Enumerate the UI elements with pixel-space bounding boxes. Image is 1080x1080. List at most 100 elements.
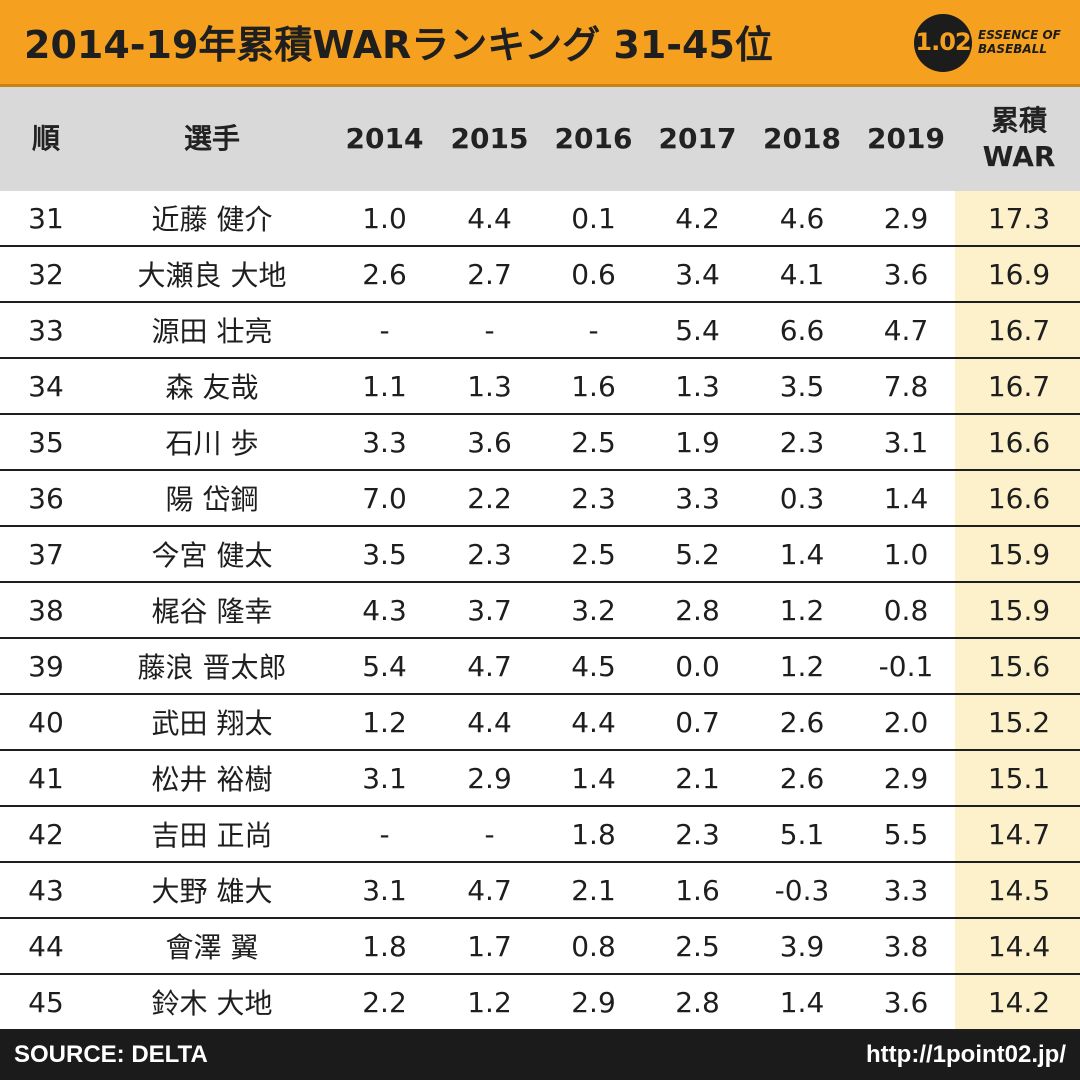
column-header-4: 2016 <box>554 122 633 155</box>
player-name-cell: 梶谷 隆幸 <box>151 595 273 628</box>
war-cell: 2.7 <box>467 257 512 291</box>
table-row: 31 近藤 健介 1.0 4.4 0.1 4.2 4.6 2.9 17.3 <box>0 191 1080 247</box>
rank-cell: 39 <box>28 649 64 683</box>
war-cell: 3.6 <box>883 257 929 291</box>
table-row: 34 森 友哉 1.1 1.3 1.6 1.3 3.5 7.8 16.7 <box>0 359 1080 415</box>
war-cell: 4.6 <box>779 201 825 235</box>
war-cell: 3.1 <box>883 425 929 459</box>
war-cell: 7.8 <box>883 369 929 403</box>
war-cell: 2.9 <box>571 985 616 1019</box>
war-cell: 1.4 <box>571 761 616 795</box>
war-cell: 4.7 <box>883 313 929 347</box>
war-cell: 1.9 <box>675 425 720 459</box>
war-cell: - <box>484 313 495 347</box>
rank-cell: 37 <box>28 537 64 571</box>
war-cell: 2.3 <box>675 817 720 851</box>
total-war-cell: 17.3 <box>987 201 1051 235</box>
column-header-5: 2017 <box>658 122 737 155</box>
war-cell: 1.7 <box>467 929 512 963</box>
rank-cell: 34 <box>28 369 64 403</box>
rank-cell: 35 <box>28 425 64 459</box>
player-name-cell: 武田 翔太 <box>151 707 273 740</box>
war-cell: 7.0 <box>362 481 407 515</box>
table-row: 45 鈴木 大地 2.2 1.2 2.9 2.8 1.4 3.6 14.2 <box>0 975 1080 1031</box>
war-cell: 2.5 <box>571 425 616 459</box>
rank-cell: 36 <box>28 481 64 515</box>
total-war-cell: 14.7 <box>987 817 1051 851</box>
logo: 1.02 ESSENCE OF BASEBALL <box>914 14 1064 74</box>
player-name-cell: 源田 壮亮 <box>151 315 273 348</box>
war-cell: 3.5 <box>779 369 825 403</box>
war-cell: - <box>484 817 495 851</box>
war-cell: 2.0 <box>883 705 929 739</box>
table-row: 42 吉田 正尚 - - 1.8 2.3 5.1 5.5 14.7 <box>0 807 1080 863</box>
total-war-cell: 16.9 <box>987 257 1051 291</box>
player-name-cell: 藤浪 晋太郎 <box>137 651 287 684</box>
rank-cell: 43 <box>28 873 64 907</box>
player-name-cell: 今宮 健太 <box>151 539 273 572</box>
player-name-cell: 松井 裕樹 <box>151 763 273 796</box>
war-column-highlight <box>955 191 1080 1031</box>
rank-cell: 32 <box>28 257 64 291</box>
war-cell: 2.9 <box>883 761 929 795</box>
war-cell: 2.6 <box>779 705 825 739</box>
war-cell: 2.2 <box>467 481 512 515</box>
war-cell: 3.8 <box>883 929 929 963</box>
war-cell: - <box>588 313 599 347</box>
player-name-cell: 森 友哉 <box>165 371 259 404</box>
rank-cell: 33 <box>28 313 64 347</box>
war-cell: 0.8 <box>571 929 616 963</box>
war-cell: 4.4 <box>467 705 512 739</box>
table-row: 36 陽 岱鋼 7.0 2.2 2.3 3.3 0.3 1.4 16.6 <box>0 471 1080 527</box>
war-cell: 3.3 <box>883 873 929 907</box>
war-cell: 3.6 <box>883 985 929 1019</box>
total-war-cell: 14.4 <box>987 929 1051 963</box>
war-cell: 2.5 <box>571 537 616 571</box>
table-row: 39 藤浪 晋太郎 5.4 4.7 4.5 0.0 1.2 -0.1 15.6 <box>0 639 1080 695</box>
war-cell: 0.8 <box>883 593 929 627</box>
total-war-cell: 15.6 <box>987 649 1051 683</box>
war-cell: 3.5 <box>362 537 407 571</box>
table-row: 38 梶谷 隆幸 4.3 3.7 3.2 2.8 1.2 0.8 15.9 <box>0 583 1080 639</box>
war-cell: 3.1 <box>362 761 407 795</box>
war-cell: 4.4 <box>467 201 512 235</box>
table-row: 33 源田 壮亮 - - - 5.4 6.6 4.7 16.7 <box>0 303 1080 359</box>
war-cell: 4.7 <box>467 649 512 683</box>
war-cell: 0.1 <box>571 201 616 235</box>
rank-cell: 45 <box>28 985 64 1019</box>
table-row: 43 大野 雄大 3.1 4.7 2.1 1.6 -0.3 3.3 14.5 <box>0 863 1080 919</box>
war-cell: 3.1 <box>362 873 407 907</box>
table-row: 41 松井 裕樹 3.1 2.9 1.4 2.1 2.6 2.9 15.1 <box>0 751 1080 807</box>
war-cell: 5.1 <box>779 817 825 851</box>
baseball-icon <box>914 14 972 72</box>
war-cell: 6.6 <box>779 313 825 347</box>
title-bar: 2014-19年累積WARランキング 31-45位 1.02 ESSENCE O… <box>0 0 1080 87</box>
rank-cell: 44 <box>28 929 64 963</box>
total-war-cell: 15.1 <box>987 761 1051 795</box>
total-war-cell: 16.6 <box>987 425 1051 459</box>
table-row: 37 今宮 健太 3.5 2.3 2.5 5.2 1.4 1.0 15.9 <box>0 527 1080 583</box>
war-cell: 3.3 <box>675 481 720 515</box>
war-cell: 3.3 <box>362 425 407 459</box>
column-header-7: 2019 <box>867 122 945 155</box>
war-cell: 2.1 <box>571 873 616 907</box>
war-cell: 2.3 <box>779 425 825 459</box>
war-cell: 2.3 <box>467 537 512 571</box>
player-name-cell: 大瀬良 大地 <box>137 259 287 292</box>
war-cell: 0.7 <box>675 705 720 739</box>
player-name-cell: 吉田 正尚 <box>151 819 273 852</box>
total-war-cell: 15.9 <box>987 537 1051 571</box>
column-header-6: 2018 <box>763 122 841 155</box>
rank-cell: 38 <box>28 593 64 627</box>
total-war-cell: 16.6 <box>987 481 1051 515</box>
war-cell: 3.4 <box>675 257 720 291</box>
war-cell: 1.2 <box>362 705 407 739</box>
logo-line-2: BASEBALL <box>978 42 1047 56</box>
war-cell: 3.6 <box>467 425 512 459</box>
page-title: 2014-19年累積WARランキング 31-45位 <box>24 23 773 67</box>
footer: SOURCE: DELTA http://1point02.jp/ <box>0 1031 1080 1080</box>
player-name-cell: 鈴木 大地 <box>151 987 273 1020</box>
war-cell: 4.1 <box>779 257 825 291</box>
column-header-0: 順 <box>31 122 60 155</box>
war-cell: 4.5 <box>571 649 616 683</box>
